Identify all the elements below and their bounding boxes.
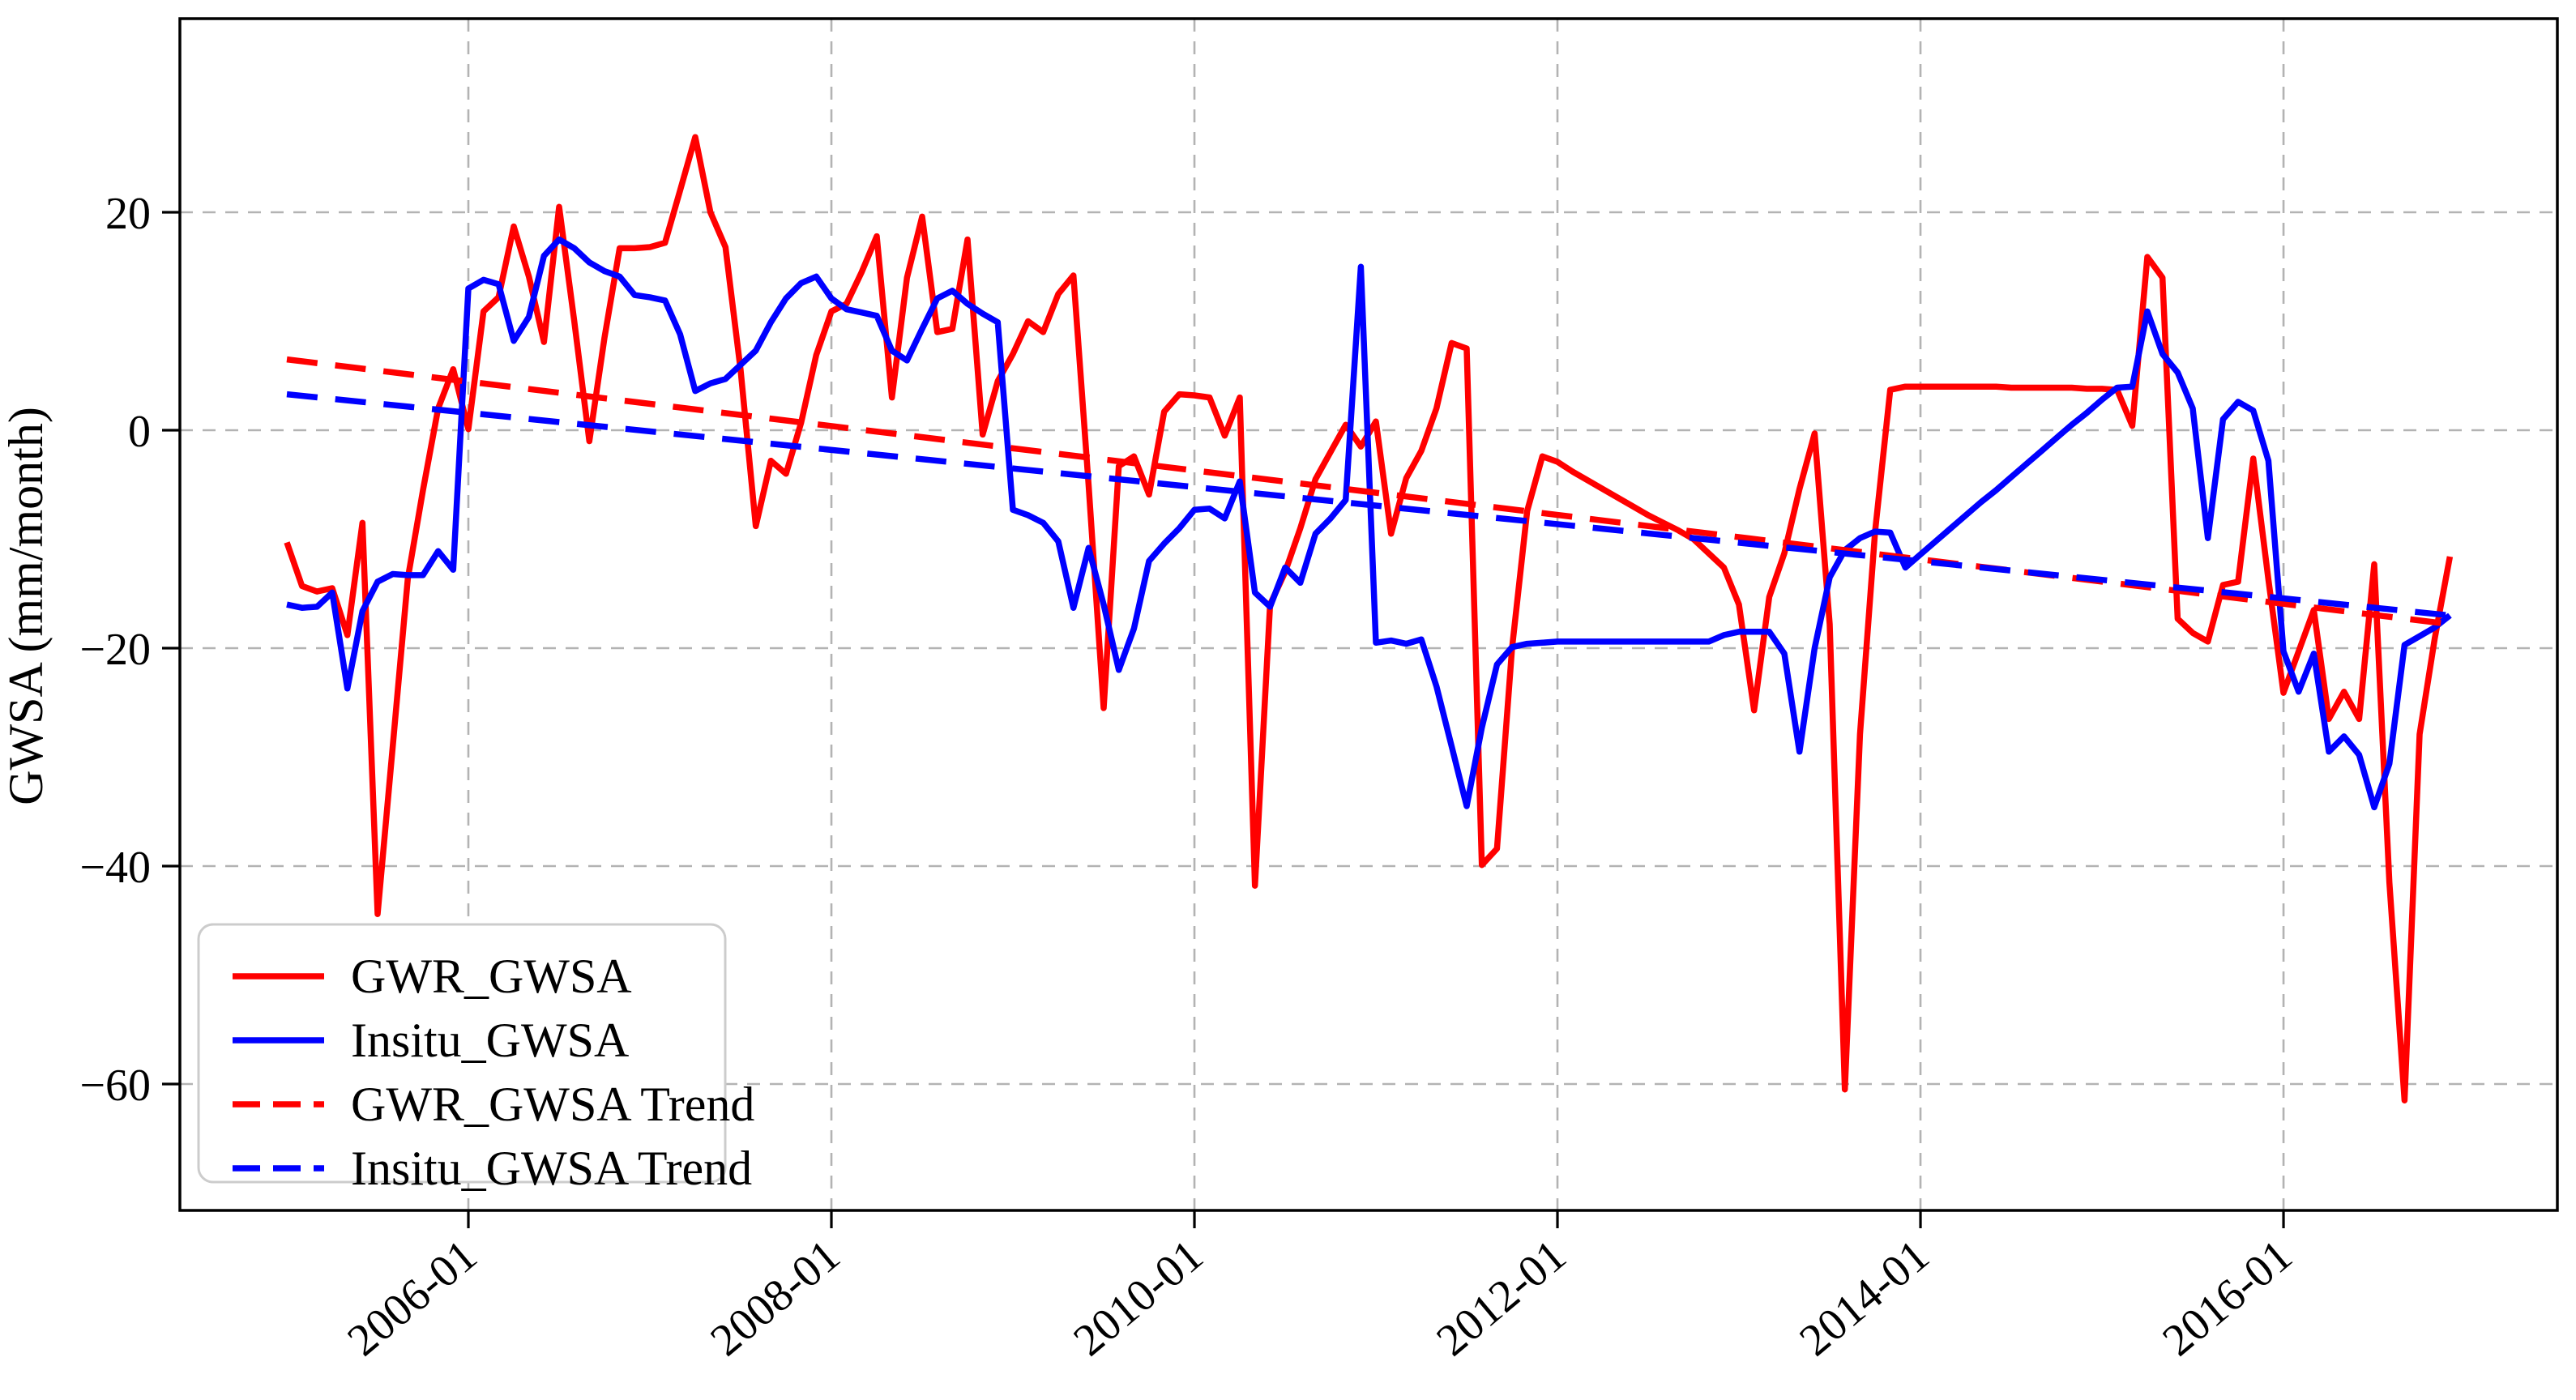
- data-series: [284, 134, 2454, 1103]
- y-tick-label: 0: [128, 407, 151, 457]
- x-tick-label: 2014-01: [1791, 1230, 1939, 1365]
- x-tick-label: 2010-01: [1065, 1230, 1213, 1365]
- legend-label: GWR_GWSA Trend: [351, 1078, 754, 1131]
- axes-frame: [178, 17, 2559, 1212]
- legend-box: [197, 923, 727, 1184]
- series-insitu-gwsa: [286, 236, 2452, 811]
- legend: GWR_GWSA Insitu_GWSA GWR_GWSA Trend Insitu_…: [197, 923, 754, 1195]
- y-tick-label: 20: [105, 189, 151, 239]
- y-tick-label: −60: [79, 1061, 151, 1111]
- x-tick-label: 2016-01: [2154, 1230, 2302, 1365]
- y-tick-label: −40: [79, 843, 151, 893]
- x-tick-label: 2006-01: [339, 1230, 487, 1365]
- series-insitu-gwsa-trend: [286, 391, 2450, 619]
- y-axis-label: GWSA (mm/month): [0, 407, 53, 805]
- x-tick-label: 2012-01: [1428, 1230, 1576, 1365]
- x-tick-label: 2008-01: [702, 1230, 850, 1365]
- legend-label: Insitu_GWSA: [351, 1014, 629, 1067]
- legend-label: Insitu_GWSA Trend: [351, 1142, 752, 1195]
- plot-frame: [178, 17, 2559, 1212]
- legend-label: GWR_GWSA: [351, 950, 632, 1003]
- y-tick-label: −20: [79, 625, 151, 675]
